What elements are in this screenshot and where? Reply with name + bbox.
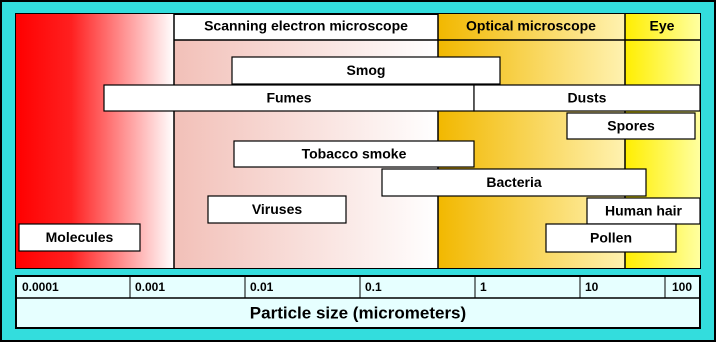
particle-label: Spores — [607, 118, 655, 134]
particle-label: Bacteria — [486, 174, 541, 190]
particle-label: Molecules — [46, 229, 114, 245]
particle-box — [231, 56, 501, 85]
particle-label: Fumes — [266, 90, 311, 106]
particle-label: Dusts — [568, 90, 607, 106]
tick-label: 1 — [480, 280, 487, 294]
particle-box — [381, 168, 647, 197]
particle-box — [233, 140, 475, 168]
region-label: Scanning electron microscope — [204, 18, 408, 34]
particle-box — [473, 84, 701, 112]
tick-label: 0.0001 — [22, 280, 59, 294]
region-label: Optical microscope — [466, 18, 596, 34]
axis-label: Particle size (micrometers) — [250, 303, 466, 322]
particle-box — [18, 223, 141, 252]
particle-label: Viruses — [252, 201, 303, 217]
particle-box — [103, 84, 475, 112]
particle-box — [586, 197, 701, 225]
particle-label: Human hair — [605, 203, 683, 219]
particle-label: Pollen — [590, 230, 632, 246]
tick-label: 0.001 — [135, 280, 165, 294]
particle-box — [566, 112, 696, 140]
tick-label: 0.1 — [365, 280, 382, 294]
particle-box — [545, 223, 677, 253]
tick-label: 0.01 — [250, 280, 274, 294]
region-label: Eye — [650, 18, 675, 34]
tick-label: 100 — [672, 280, 692, 294]
particle-label: Smog — [347, 62, 386, 78]
particle-label: Tobacco smoke — [302, 146, 407, 162]
ticks: 0.0001 0.001 0.01 0.1 1 10 100 — [22, 276, 692, 298]
particle-box — [207, 195, 347, 224]
tick-label: 10 — [585, 280, 599, 294]
